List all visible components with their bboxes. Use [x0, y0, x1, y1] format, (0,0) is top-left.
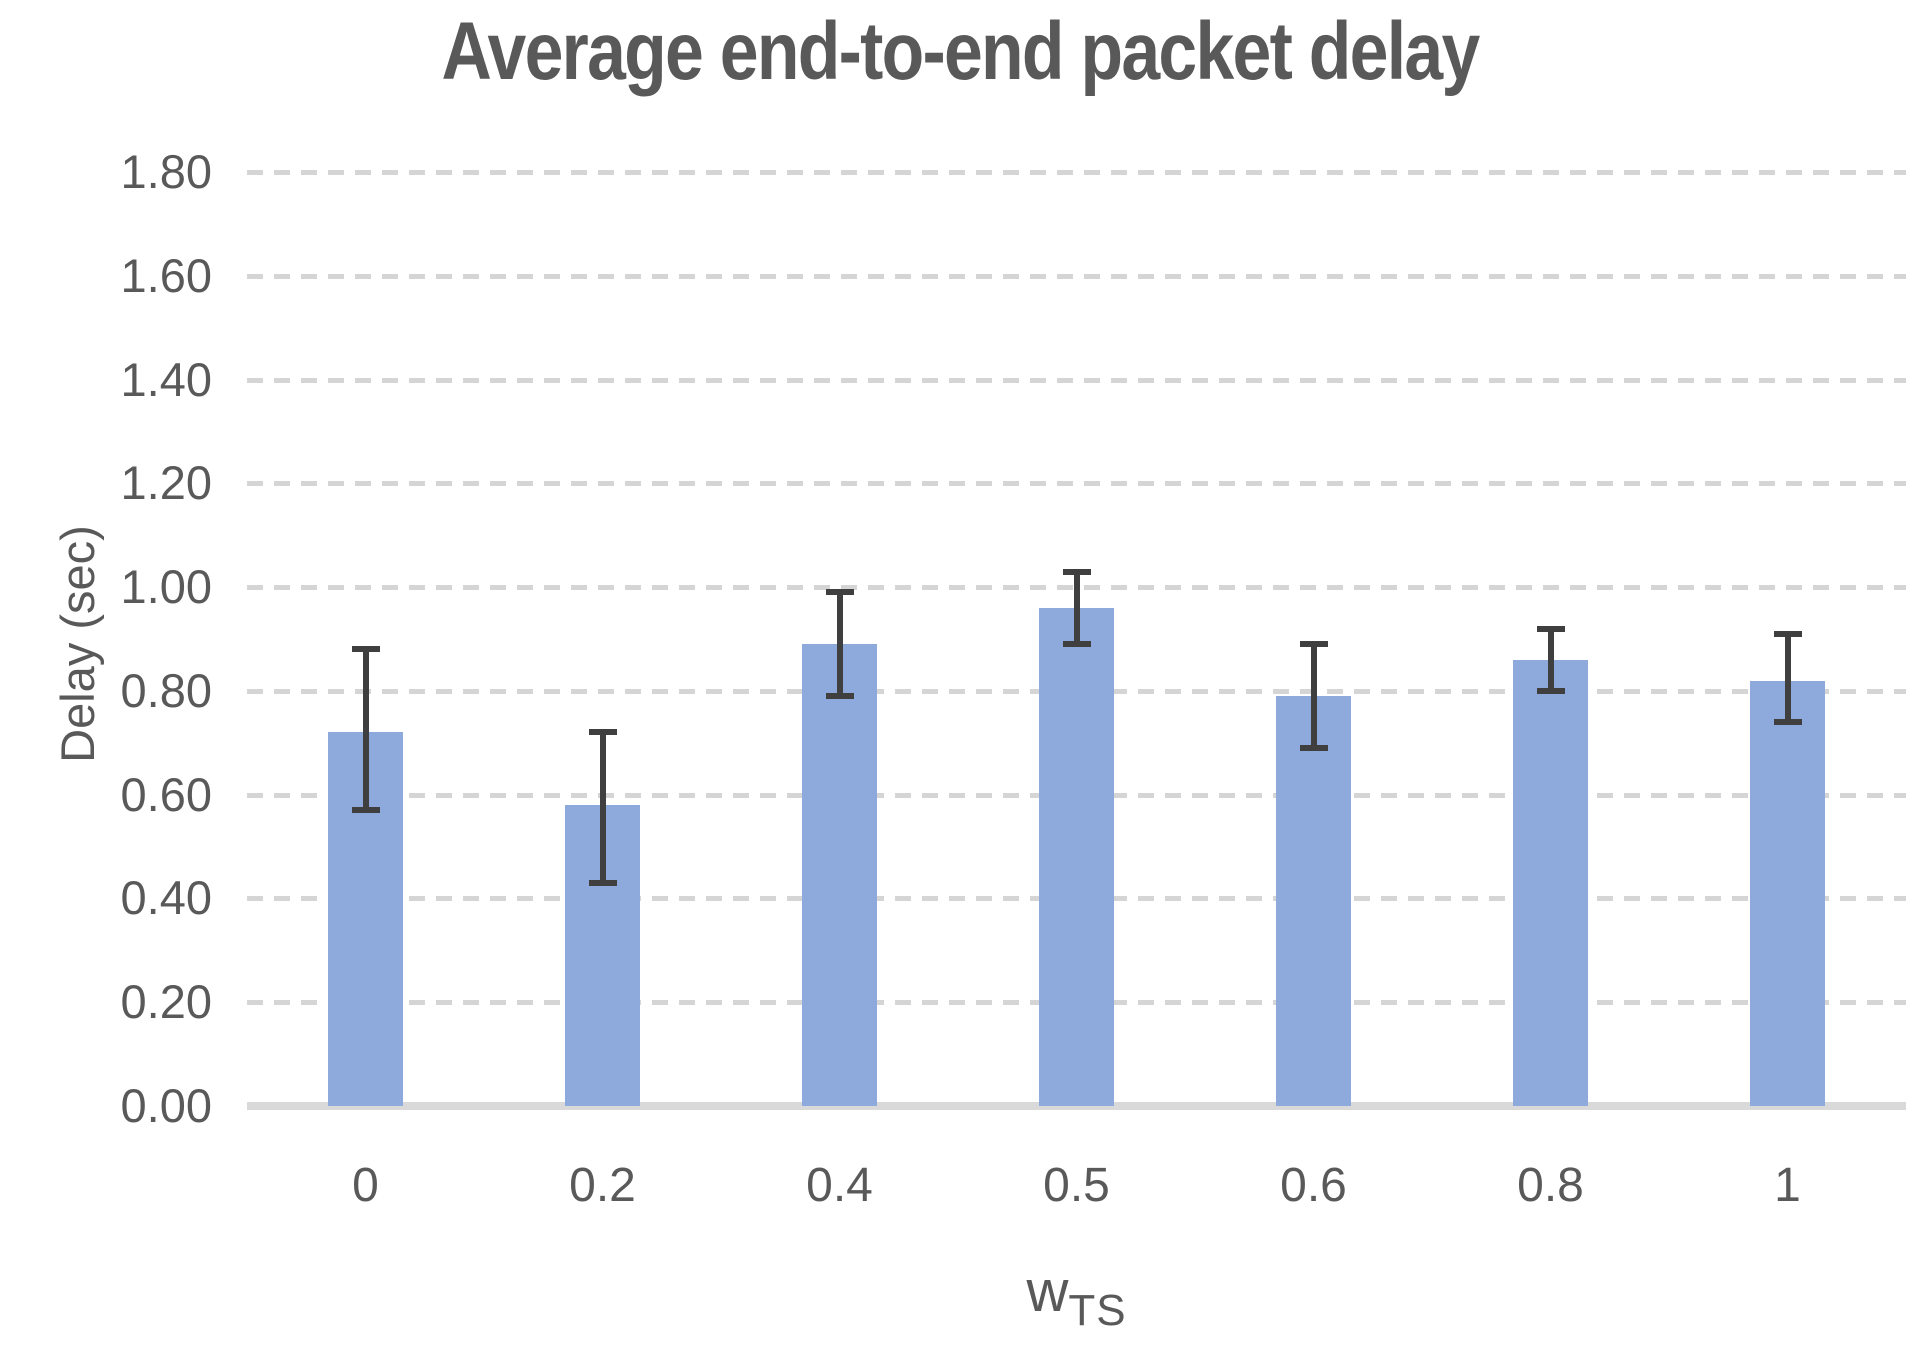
- bar: [1276, 696, 1351, 1106]
- error-bar-cap-top: [1536, 625, 1565, 632]
- x-tick-label: 0.2: [569, 1159, 636, 1212]
- gridline: [247, 170, 1906, 175]
- error-bar-cap-bottom: [1536, 687, 1565, 694]
- chart-title: Average end-to-end packet delay: [0, 6, 1921, 98]
- plot-area: [247, 170, 1906, 1110]
- bar: [802, 644, 877, 1106]
- error-bar-cap-bottom: [825, 693, 854, 700]
- y-tick-label: 0.40: [120, 871, 212, 925]
- y-tick-label: 0.20: [120, 975, 212, 1029]
- x-tick-label: 0.5: [1043, 1159, 1110, 1212]
- bar: [1039, 607, 1114, 1106]
- y-tick-label: 1.60: [120, 248, 212, 302]
- error-bar-line: [599, 732, 606, 883]
- x-axis-title: wTS: [927, 1258, 1227, 1336]
- error-bar-cap-top: [351, 646, 380, 653]
- gridline: [247, 377, 1906, 383]
- chart-title-text: Average end-to-end packet delay: [441, 6, 1481, 97]
- error-bar-line: [1784, 633, 1791, 722]
- y-tick-label: 0.80: [120, 663, 212, 717]
- error-bar-cap-top: [825, 589, 854, 596]
- y-tick-label: 1.40: [120, 352, 212, 406]
- error-bar-line: [362, 649, 369, 811]
- y-tick-label: 0.60: [120, 767, 212, 821]
- error-bar-cap-bottom: [1299, 744, 1328, 751]
- error-bar-cap-bottom: [588, 879, 617, 886]
- error-bar-cap-top: [588, 729, 617, 736]
- error-bar-cap-top: [1773, 630, 1802, 637]
- error-bar-line: [836, 592, 843, 697]
- x-axis-title-subscript: TS: [1068, 1286, 1127, 1335]
- x-tick-label: 0.4: [806, 1159, 873, 1212]
- x-tick-label: 0.6: [1280, 1159, 1347, 1212]
- x-tick-label: 1: [1774, 1159, 1801, 1212]
- y-tick-label: 1.80: [120, 145, 212, 198]
- y-tick-label: 1.20: [120, 456, 212, 510]
- x-tick-label: 0.8: [1517, 1159, 1584, 1212]
- bar: [1750, 680, 1825, 1106]
- gridline: [247, 273, 1906, 279]
- x-axis-title-main: w: [1026, 1259, 1069, 1324]
- bar: [1513, 659, 1588, 1106]
- x-axis-line: [247, 1102, 1906, 1110]
- gridline: [247, 481, 1906, 487]
- x-tick-label: 0: [352, 1159, 379, 1212]
- error-bar-cap-bottom: [1773, 719, 1802, 726]
- error-bar-cap-bottom: [1062, 641, 1091, 648]
- error-bar-cap-top: [1299, 641, 1328, 648]
- error-bar-line: [1547, 628, 1554, 691]
- y-tick-label: 1.00: [120, 560, 212, 614]
- error-bar-line: [1073, 571, 1080, 645]
- y-tick-label: 0.00: [120, 1079, 212, 1132]
- error-bar-cap-bottom: [351, 807, 380, 814]
- error-bar-line: [1310, 644, 1317, 748]
- error-bar-cap-top: [1062, 568, 1091, 575]
